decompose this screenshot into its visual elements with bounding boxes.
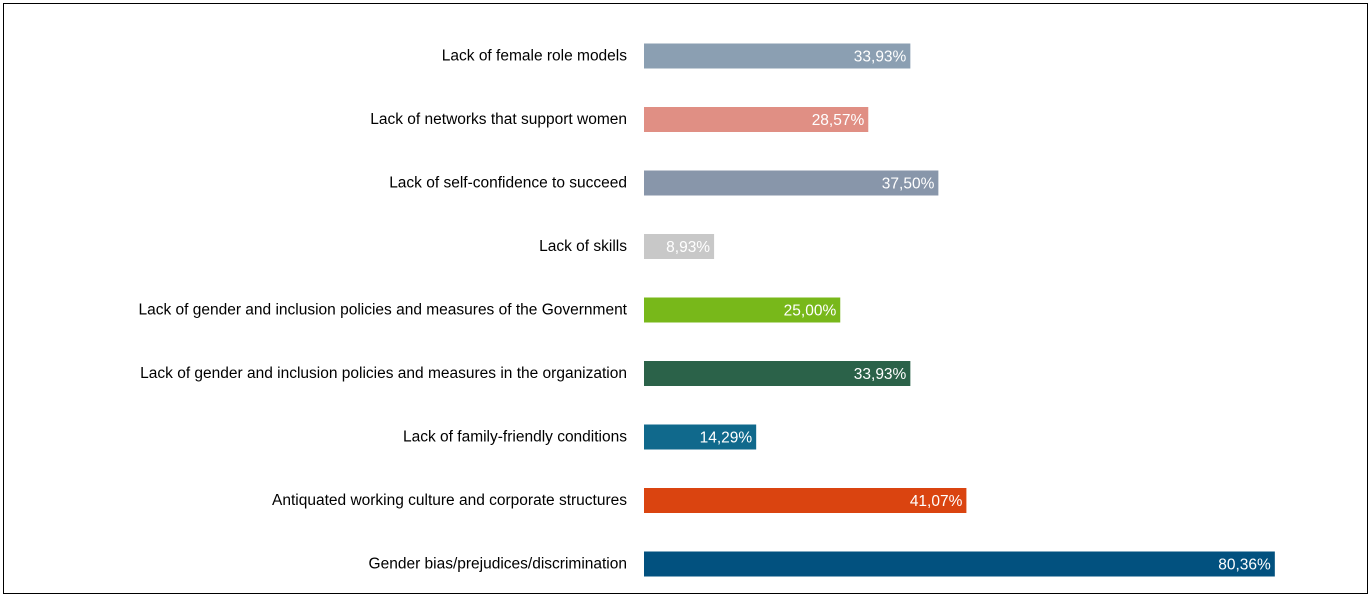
bar (644, 170, 939, 196)
category-label: Lack of female role models (442, 48, 627, 65)
value-label: 28,57% (812, 112, 865, 129)
bar (644, 488, 967, 513)
category-label: Lack of gender and inclusion policies an… (138, 302, 627, 319)
bar (644, 361, 911, 386)
category-label: Lack of self-confidence to succeed (389, 175, 627, 192)
bar (644, 551, 1275, 577)
category-label: Gender bias/prejudices/discrimination (369, 556, 627, 573)
bar (644, 424, 757, 450)
category-label: Antiquated working culture and corporate… (272, 492, 627, 509)
chart-frame: Lack of female role models 33,93% Lack of … (3, 3, 1368, 594)
category-label: Lack of gender and inclusion policies an… (140, 365, 627, 382)
category-label: Lack of networks that support women (370, 111, 627, 128)
value-label: 25,00% (784, 303, 837, 320)
bar (644, 107, 869, 132)
value-label: 37,50% (882, 176, 935, 193)
value-label: 80,36% (1218, 557, 1271, 574)
value-label: 33,93% (854, 49, 907, 66)
value-label: 14,29% (700, 430, 753, 447)
category-label: Lack of skills (539, 238, 627, 255)
bar (644, 297, 841, 323)
category-label: Lack of family-friendly conditions (403, 429, 627, 446)
value-label: 41,07% (910, 493, 963, 510)
value-label: 8,93% (666, 239, 710, 256)
bar-chart: Lack of female role models 33,93% Lack of … (138, 43, 1275, 577)
bar (644, 234, 715, 259)
bar (644, 43, 911, 69)
value-label: 33,93% (854, 366, 907, 383)
